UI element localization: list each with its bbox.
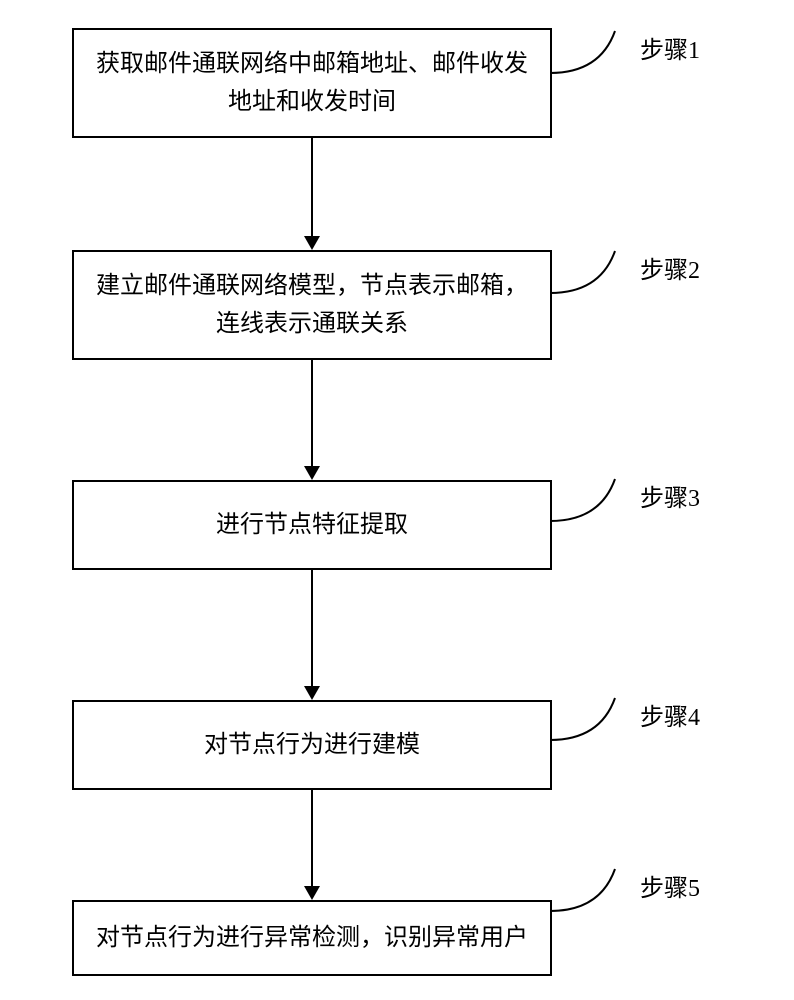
arrow-line-2 bbox=[311, 360, 313, 466]
flowchart-box-step1: 获取邮件通联网络中邮箱地址、邮件收发地址和收发时间 bbox=[72, 28, 552, 138]
flowchart-box-step5: 对节点行为进行异常检测，识别异常用户 bbox=[72, 900, 552, 976]
box-text: 进行节点特征提取 bbox=[216, 506, 408, 544]
arrow-head-4 bbox=[304, 886, 320, 900]
step-label-4: 步骤4 bbox=[640, 697, 700, 732]
step-label-1: 步骤1 bbox=[640, 30, 700, 65]
flowchart-box-step4: 对节点行为进行建模 bbox=[72, 700, 552, 790]
flowchart-container: 获取邮件通联网络中邮箱地址、邮件收发地址和收发时间 步骤1 建立邮件通联网络模型… bbox=[0, 0, 794, 1000]
box-text: 建立邮件通联网络模型，节点表示邮箱，连线表示通联关系 bbox=[94, 267, 530, 344]
flowchart-box-step2: 建立邮件通联网络模型，节点表示邮箱，连线表示通联关系 bbox=[72, 250, 552, 360]
connector-curve-5 bbox=[550, 866, 640, 921]
box-text: 获取邮件通联网络中邮箱地址、邮件收发地址和收发时间 bbox=[94, 45, 530, 122]
box-text: 对节点行为进行异常检测，识别异常用户 bbox=[96, 919, 528, 957]
arrow-head-1 bbox=[304, 236, 320, 250]
step-label-2: 步骤2 bbox=[640, 250, 700, 285]
arrow-head-2 bbox=[304, 466, 320, 480]
box-text: 对节点行为进行建模 bbox=[204, 726, 420, 764]
connector-curve-4 bbox=[550, 695, 640, 750]
arrow-line-4 bbox=[311, 790, 313, 886]
arrow-line-3 bbox=[311, 570, 313, 686]
arrow-head-3 bbox=[304, 686, 320, 700]
connector-curve-1 bbox=[550, 28, 640, 83]
connector-curve-2 bbox=[550, 248, 640, 303]
arrow-line-1 bbox=[311, 138, 313, 236]
step-label-3: 步骤3 bbox=[640, 478, 700, 513]
flowchart-box-step3: 进行节点特征提取 bbox=[72, 480, 552, 570]
connector-curve-3 bbox=[550, 476, 640, 531]
step-label-5: 步骤5 bbox=[640, 868, 700, 903]
